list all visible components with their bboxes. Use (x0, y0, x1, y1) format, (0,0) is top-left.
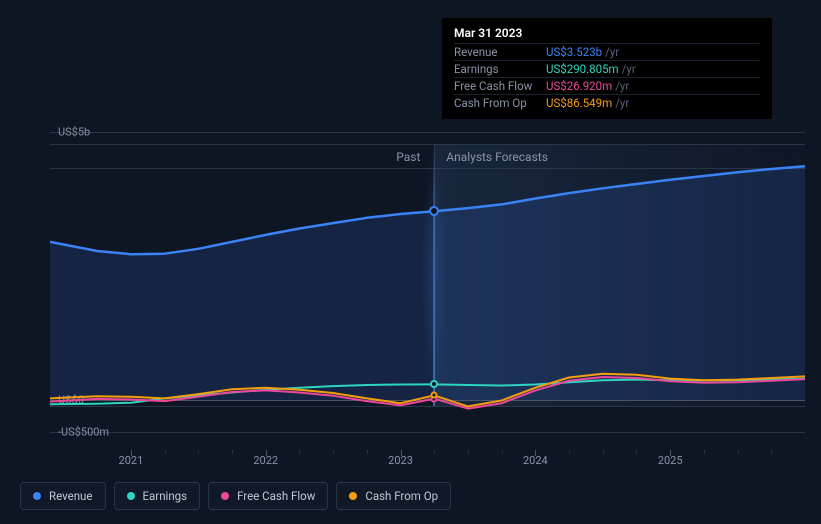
x-tick-minor (468, 450, 469, 453)
tooltip-row: EarningsUS$290.805m/yr (454, 60, 760, 77)
y-axis-label: US$5b (58, 126, 90, 139)
x-axis-label: 2021 (119, 454, 144, 467)
legend-item-earnings[interactable]: Earnings (114, 482, 201, 510)
tooltip-row-label: Cash From Op (454, 96, 546, 110)
y-gridline (50, 406, 805, 407)
tooltip-row-unit: /yr (619, 62, 636, 76)
x-tick-minor (367, 450, 368, 453)
chart-legend: Revenue Earnings Free Cash Flow Cash From O… (20, 482, 451, 510)
x-tick-minor (198, 450, 199, 453)
x-tick-minor (603, 450, 604, 453)
chart-tooltip: Mar 31 2023 RevenueUS$3.523b/yrEarningsU… (442, 18, 772, 119)
legend-dot (349, 492, 357, 500)
tooltip-row-label: Earnings (454, 62, 546, 76)
legend-label: Cash From Op (365, 489, 438, 503)
forecasts-region (434, 144, 805, 406)
cursor-line (433, 144, 435, 406)
x-tick-minor (738, 450, 739, 453)
marker-earnings (430, 380, 438, 388)
tooltip-date: Mar 31 2023 (454, 26, 760, 43)
tooltip-row-unit: /yr (602, 45, 619, 59)
x-axis: 2021 2022 2023 2024 2025 (50, 450, 805, 470)
x-axis-label: 2024 (523, 454, 548, 467)
tooltip-row-label: Revenue (454, 45, 546, 59)
legend-dot (127, 492, 135, 500)
legend-dot (221, 492, 229, 500)
x-tick-minor (636, 450, 637, 453)
tooltip-row: RevenueUS$3.523b/yr (454, 43, 760, 60)
tooltip-row: Free Cash FlowUS$26.920m/yr (454, 77, 760, 94)
past-label: Past (396, 150, 420, 164)
legend-label: Earnings (143, 489, 188, 503)
tooltip-row-value: US$86.549m (546, 96, 612, 110)
x-axis-label: 2025 (658, 454, 683, 467)
tooltip-row-unit: /yr (612, 79, 629, 93)
marker-cashop (431, 392, 438, 399)
tooltip-row-label: Free Cash Flow (454, 79, 546, 93)
y-gridline (50, 432, 805, 433)
legend-label: Free Cash Flow (237, 489, 315, 503)
legend-item-cash-from-op[interactable]: Cash From Op (336, 482, 451, 510)
y-gridline (50, 132, 805, 133)
legend-dot (33, 492, 41, 500)
legend-item-revenue[interactable]: Revenue (20, 482, 106, 510)
marker-revenue (429, 206, 439, 216)
x-tick-minor (232, 450, 233, 453)
x-tick-minor (569, 450, 570, 453)
x-axis-label: 2023 (388, 454, 413, 467)
x-tick-minor (502, 450, 503, 453)
legend-label: Revenue (49, 489, 93, 503)
x-tick-minor (299, 450, 300, 453)
x-tick-minor (333, 450, 334, 453)
tooltip-row-value: US$3.523b (546, 45, 602, 59)
x-axis-label: 2022 (253, 454, 278, 467)
tooltip-row: Cash From OpUS$86.549m/yr (454, 94, 760, 111)
x-tick-minor (771, 450, 772, 453)
x-tick-minor (704, 450, 705, 453)
y-axis-label: -US$500m (58, 426, 109, 439)
tooltip-row-value: US$26.920m (546, 79, 612, 93)
legend-item-free-cash-flow[interactable]: Free Cash Flow (208, 482, 328, 510)
tooltip-row-unit: /yr (612, 96, 629, 110)
tooltip-row-value: US$290.805m (546, 62, 619, 76)
y-axis-label: US$0 (58, 394, 84, 407)
x-tick-minor (165, 450, 166, 453)
forecasts-label: Analysts Forecasts (446, 150, 548, 164)
x-tick-minor (434, 450, 435, 453)
